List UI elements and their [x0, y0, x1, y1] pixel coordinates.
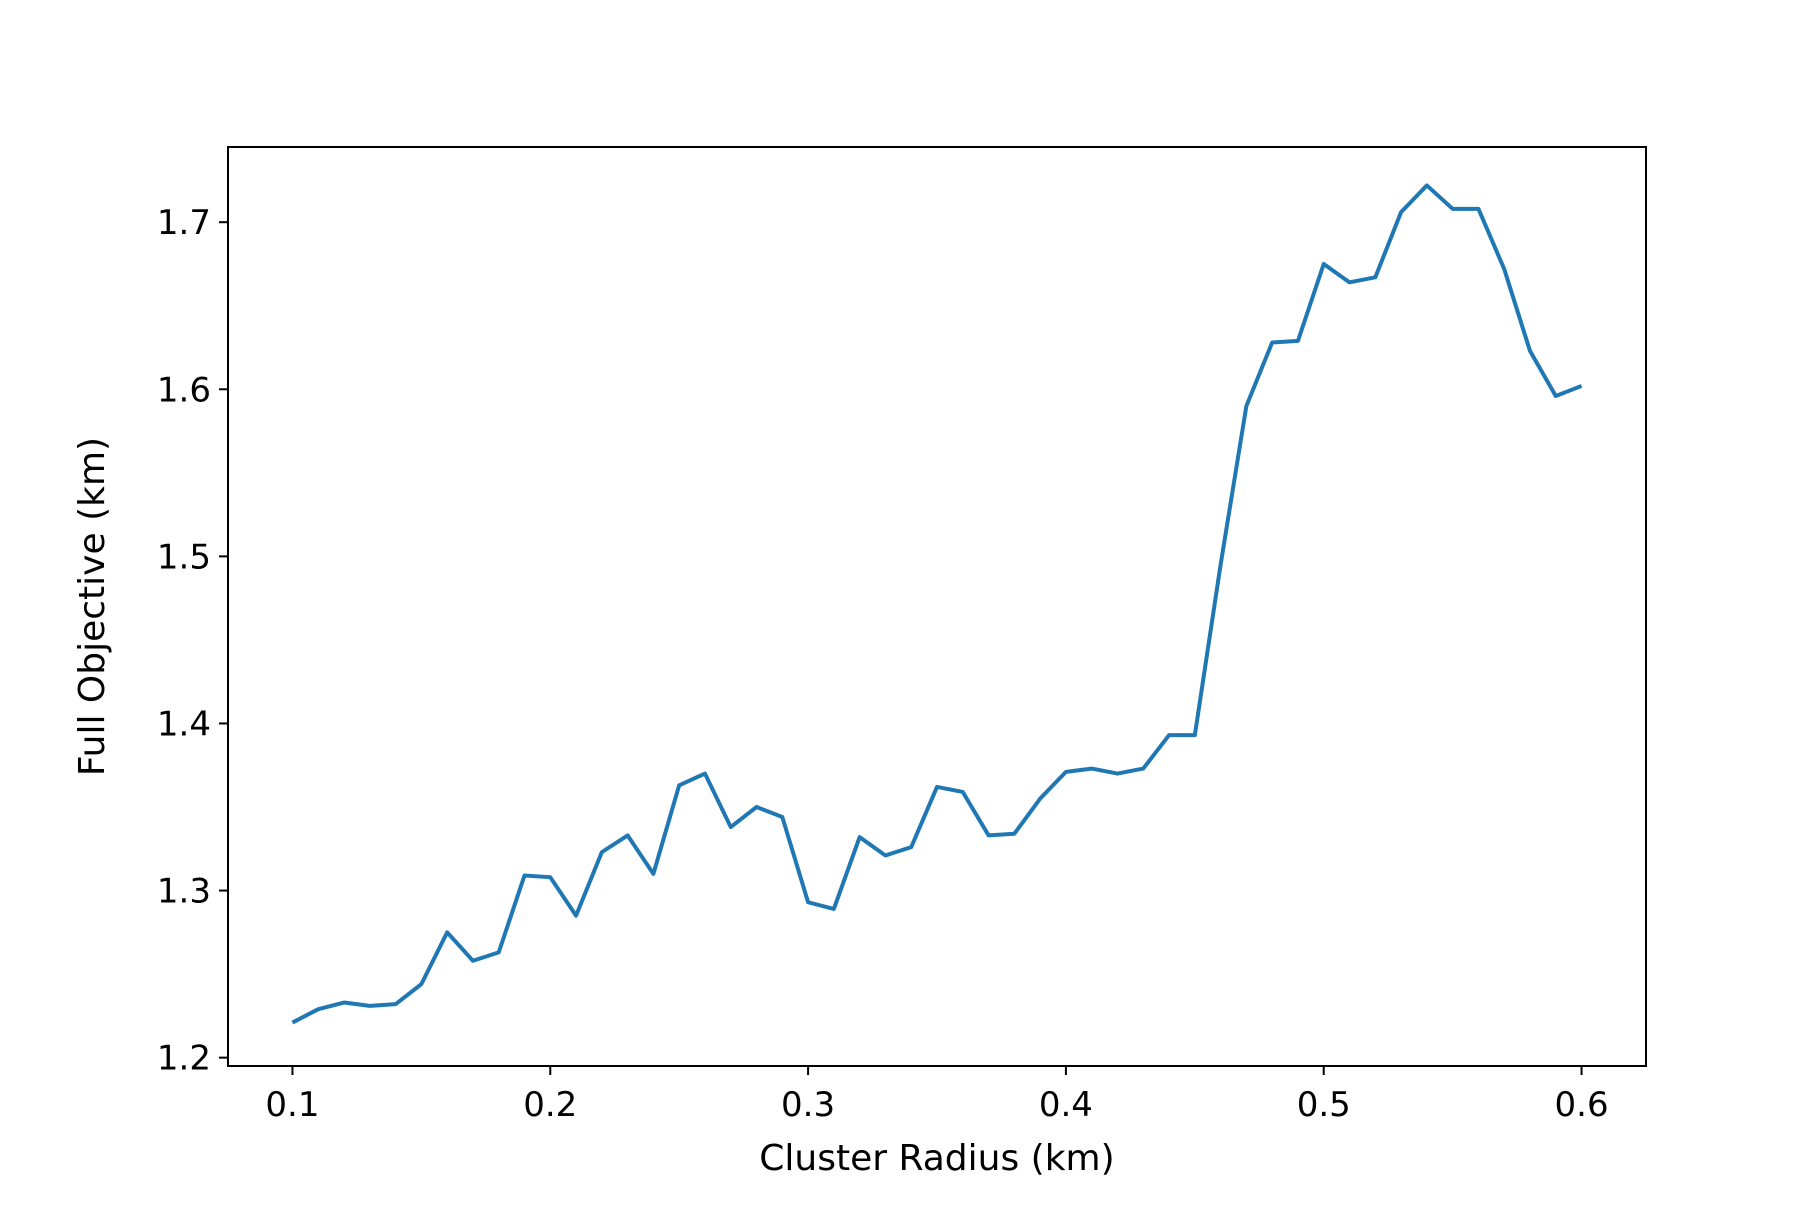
x-tick-label: 0.3 [781, 1085, 835, 1125]
x-axis-ticks: 0.1 0.2 0.3 0.4 0.5 0.6 [265, 1066, 1609, 1125]
y-tick-label: 1.2 [157, 1039, 211, 1079]
plot-area [291, 183, 1583, 1025]
y-axis-label: Full Objective (km) [72, 437, 113, 776]
x-tick-label: 0.1 [265, 1085, 319, 1125]
y-tick-label: 1.3 [157, 872, 211, 912]
y-axis-ticks: 1.2 1.3 1.4 1.5 1.6 1.7 [157, 203, 228, 1079]
series-line-0 [291, 183, 1583, 1025]
x-tick-label: 0.2 [523, 1085, 577, 1125]
x-axis-label: Cluster Radius (km) [759, 1138, 1114, 1179]
y-tick-label: 1.6 [157, 370, 211, 410]
y-tick-label: 1.7 [157, 203, 211, 243]
axes-frame [227, 146, 1647, 1067]
y-tick-label: 1.5 [157, 537, 211, 577]
x-tick-label: 0.4 [1039, 1085, 1093, 1125]
x-tick-label: 0.5 [1297, 1085, 1351, 1125]
x-tick-label: 0.6 [1555, 1085, 1609, 1125]
y-tick-label: 1.4 [157, 704, 211, 744]
